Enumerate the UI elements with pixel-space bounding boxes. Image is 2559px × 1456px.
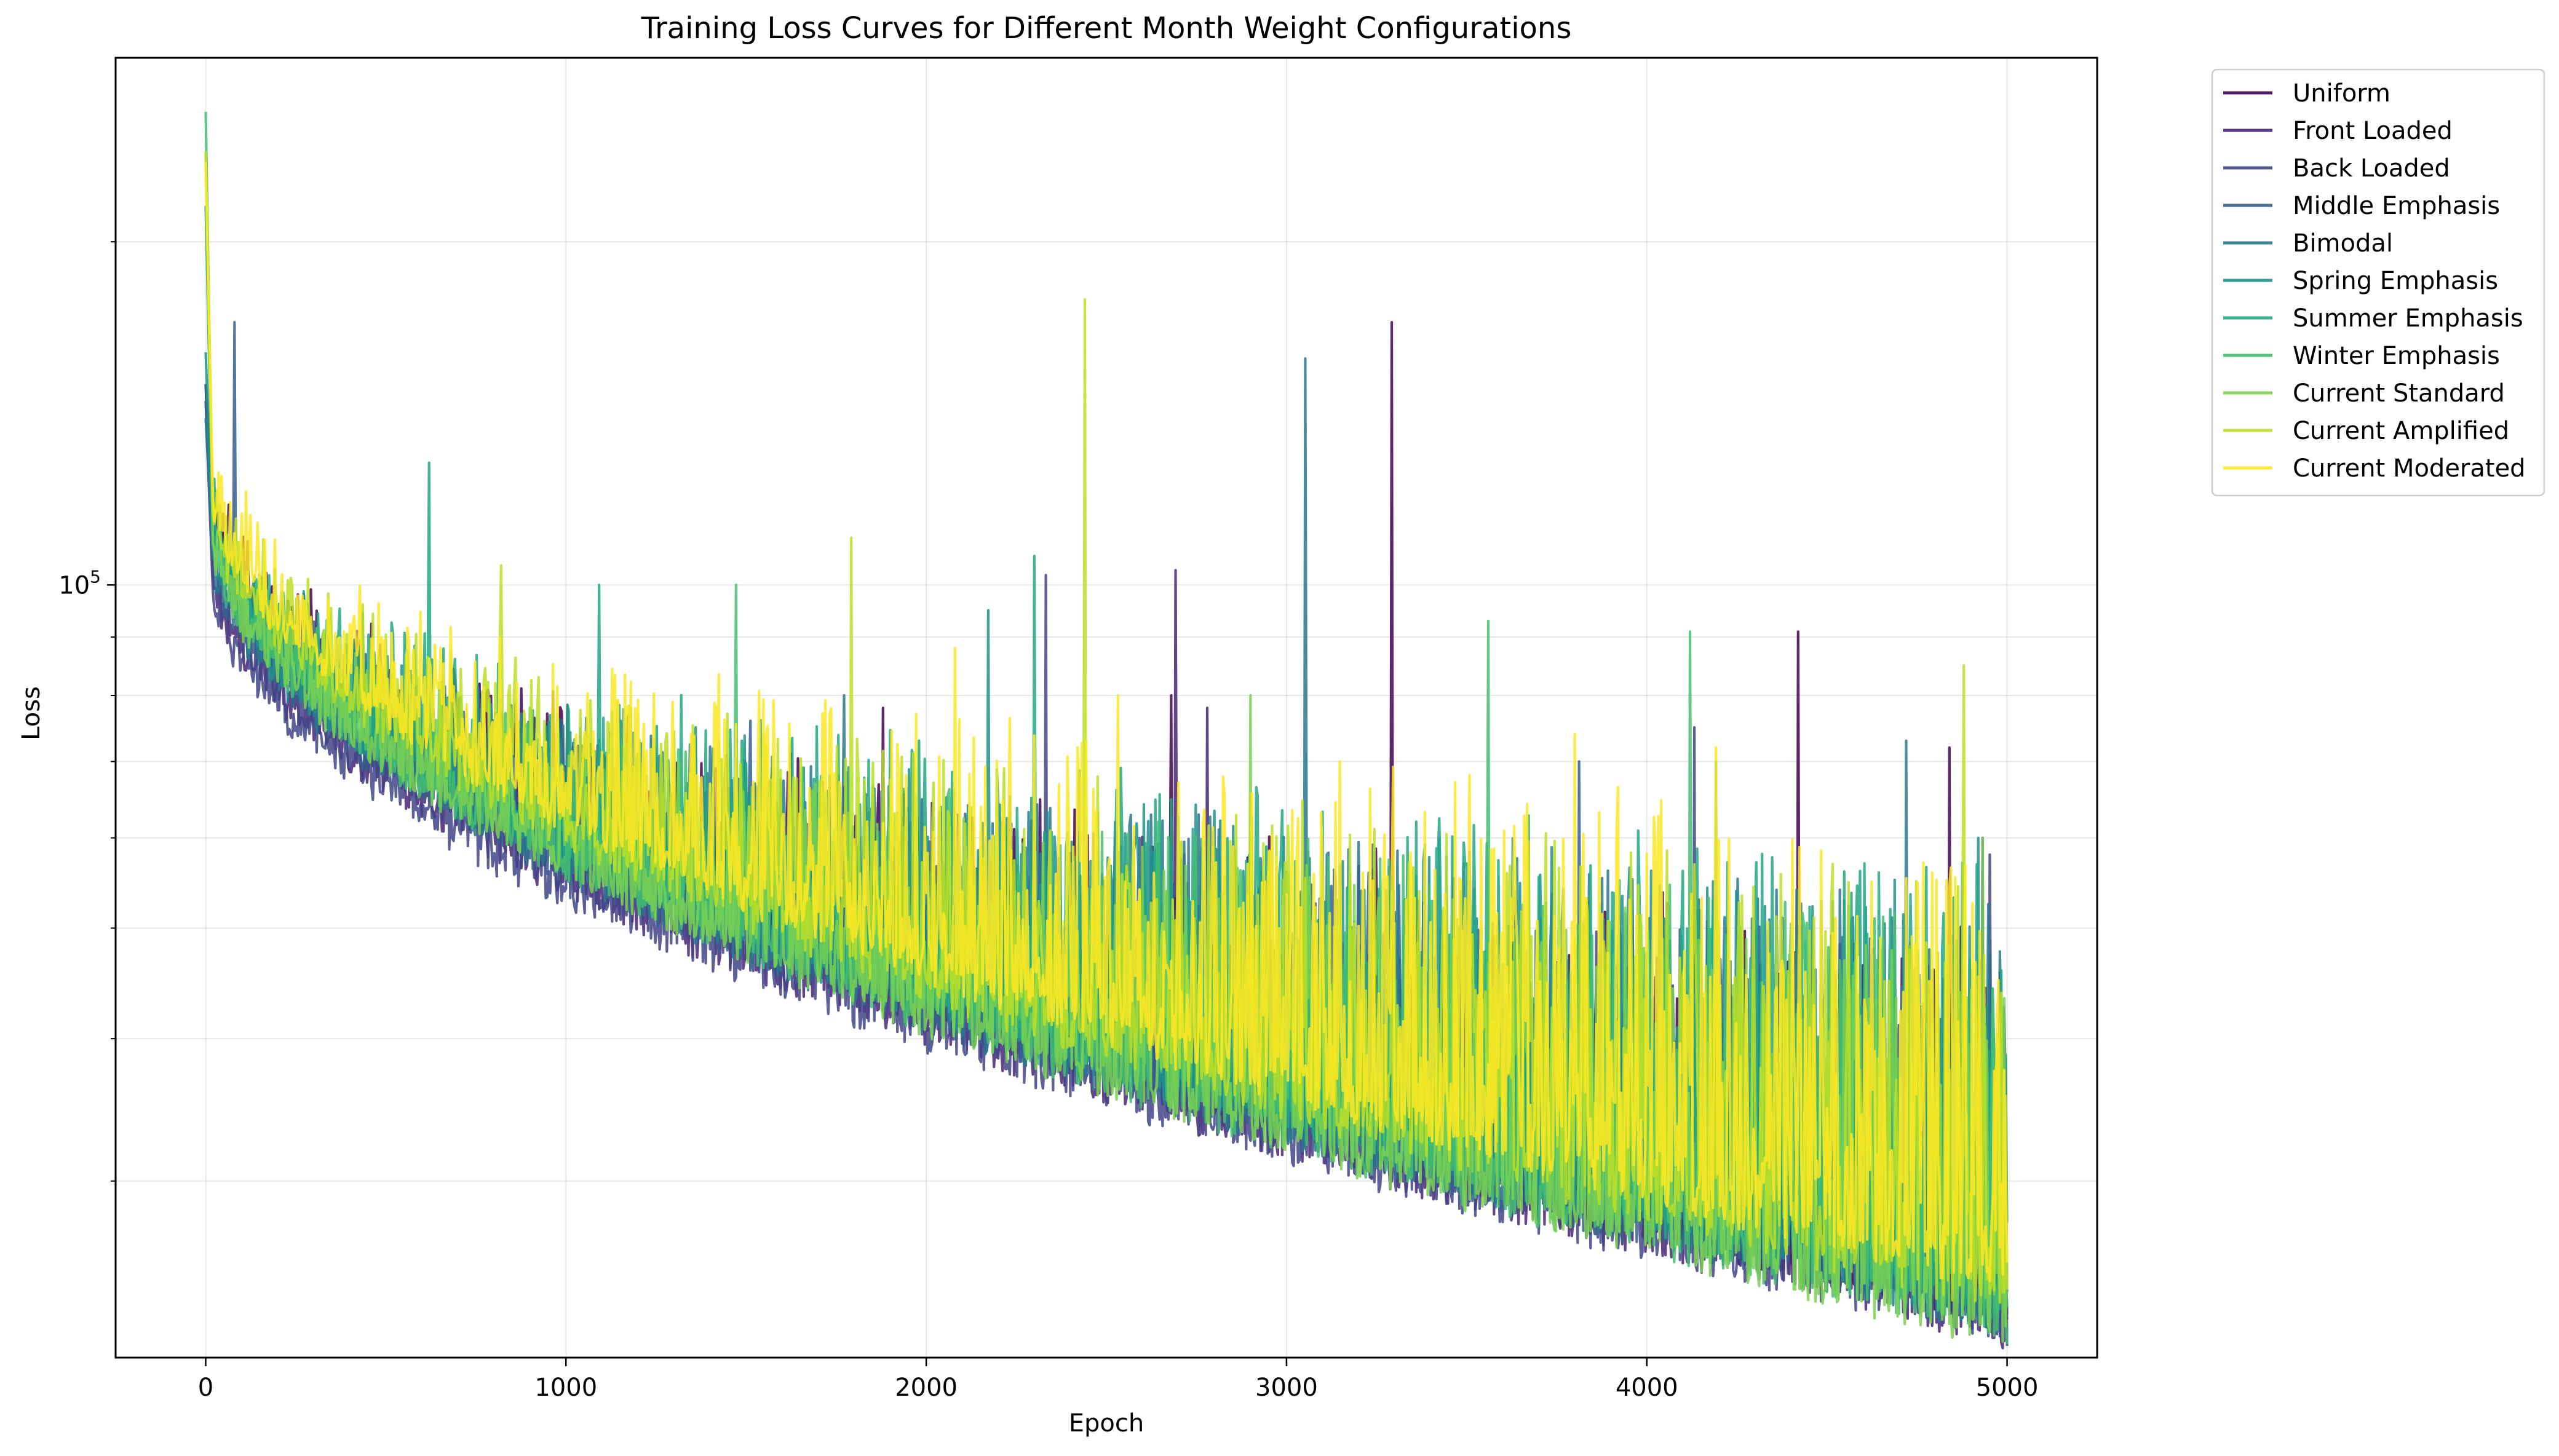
legend-entry-label: Front Loaded <box>2293 117 2453 145</box>
x-tick-label: 2000 <box>895 1374 958 1402</box>
legend-entry-label: Middle Emphasis <box>2293 192 2500 220</box>
y-axis-label: Loss <box>17 686 46 740</box>
legend-entry-label: Summer Emphasis <box>2293 304 2523 333</box>
legend-entry-label: Spring Emphasis <box>2293 267 2498 295</box>
axes: 0 1000 2000 3000 4000 5000 105 <box>58 241 2039 1402</box>
series-line-current-moderated <box>204 162 2009 1283</box>
x-tick-label: 4000 <box>1616 1374 1678 1402</box>
legend-entry-label: Current Standard <box>2293 379 2505 408</box>
x-tick-label: 5000 <box>1976 1374 2039 1402</box>
legend-entry-label: Winter Emphasis <box>2293 342 2500 370</box>
y-tick-label: 105 <box>58 566 101 599</box>
legend-entry-label: Current Moderated <box>2293 454 2526 483</box>
chart-title: Training Loss Curves for Different Month… <box>641 11 1572 46</box>
plot-area <box>204 111 2009 1350</box>
legend-entry-label: Back Loaded <box>2293 154 2450 183</box>
legend-entry-label: Current Amplified <box>2293 417 2509 445</box>
x-tick-label: 0 <box>198 1374 213 1402</box>
plot-frame <box>114 57 2098 1359</box>
legend-entry-label: Bimodal <box>2293 229 2393 258</box>
legend-entry-label: Uniform <box>2293 79 2390 108</box>
legend: Uniform Front Loaded Back Loaded Middle Emp… <box>2211 68 2545 497</box>
x-axis-label: Epoch <box>1069 1409 1144 1438</box>
x-tick-label: 1000 <box>534 1374 597 1402</box>
x-tick-label: 3000 <box>1255 1374 1318 1402</box>
legend-box <box>2211 68 2545 497</box>
